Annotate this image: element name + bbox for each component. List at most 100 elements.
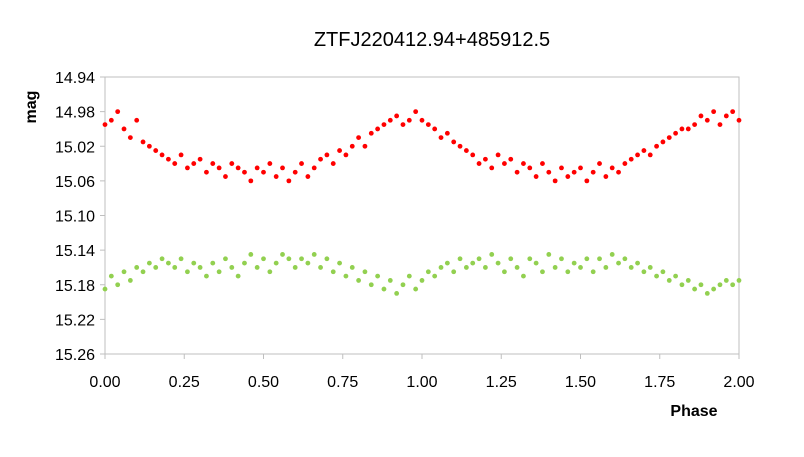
data-point — [381, 286, 387, 292]
data-point — [286, 178, 292, 184]
data-point — [305, 174, 311, 179]
data-point — [495, 260, 501, 266]
data-point — [413, 109, 419, 115]
data-point — [330, 161, 336, 166]
data-point — [343, 152, 349, 158]
data-point — [216, 269, 222, 275]
data-point — [413, 286, 419, 292]
data-point — [527, 165, 533, 171]
x-tick-label: 1.00 — [406, 374, 437, 391]
data-point — [508, 156, 514, 162]
data-point — [166, 260, 171, 266]
data-point — [571, 169, 577, 175]
data-point — [121, 126, 127, 132]
data-point — [533, 174, 539, 179]
x-tick-label: 1.75 — [644, 374, 675, 391]
data-point — [533, 260, 539, 266]
data-point — [692, 286, 698, 292]
data-point — [546, 169, 552, 175]
y-tick-label: 14.94 — [55, 70, 95, 87]
y-tick-label: 15.10 — [55, 209, 95, 226]
data-point — [273, 174, 279, 179]
data-point — [267, 161, 273, 166]
data-point — [368, 130, 374, 136]
data-point — [432, 273, 438, 279]
y-tick-label: 15.06 — [55, 174, 95, 191]
data-point — [711, 286, 717, 292]
data-point — [419, 117, 425, 123]
data-point — [425, 269, 431, 275]
data-point — [679, 126, 685, 132]
data-point — [159, 256, 165, 262]
data-point — [318, 156, 323, 162]
data-point — [603, 174, 609, 179]
data-point — [444, 260, 450, 266]
data-point — [565, 174, 571, 179]
data-point — [419, 278, 425, 283]
data-point — [337, 148, 342, 153]
data-point — [318, 265, 323, 270]
data-point — [514, 265, 520, 270]
data-point — [311, 165, 317, 171]
data-point — [698, 282, 704, 288]
data-point — [254, 265, 260, 270]
y-tick-label: 15.26 — [55, 347, 95, 364]
data-point — [292, 265, 298, 270]
data-point — [425, 122, 431, 128]
data-point — [223, 256, 228, 262]
data-point — [248, 178, 254, 184]
data-point — [514, 169, 520, 175]
data-point — [204, 169, 209, 175]
data-point — [470, 260, 476, 266]
data-point — [204, 273, 209, 279]
data-point — [153, 148, 159, 153]
data-point — [628, 265, 634, 270]
data-point — [730, 109, 736, 115]
data-point — [337, 260, 342, 266]
y-tick-label: 15.18 — [55, 278, 95, 295]
data-point — [597, 161, 602, 166]
data-point — [387, 278, 393, 283]
data-point — [622, 161, 628, 166]
data-point — [299, 161, 304, 166]
data-point — [489, 165, 495, 171]
data-point — [521, 273, 526, 279]
data-point — [457, 143, 463, 149]
data-point — [356, 278, 361, 283]
data-point — [641, 269, 647, 275]
data-point — [254, 165, 260, 171]
data-point — [578, 265, 583, 270]
y-axis-label: mag — [23, 91, 40, 124]
data-point — [692, 122, 698, 128]
data-point — [292, 169, 298, 175]
data-point — [140, 269, 146, 275]
data-point — [280, 165, 285, 171]
x-axis-label: Phase — [670, 403, 717, 420]
data-point — [362, 143, 368, 149]
data-point — [483, 156, 488, 162]
data-point — [108, 117, 114, 123]
data-point — [704, 117, 710, 123]
data-point — [685, 278, 691, 283]
data-point — [394, 291, 400, 296]
data-point — [666, 278, 672, 283]
series-1 — [102, 109, 742, 184]
data-point — [476, 161, 482, 166]
data-point — [673, 273, 678, 279]
data-point — [229, 161, 235, 166]
data-point — [305, 260, 311, 266]
data-point — [406, 273, 412, 279]
data-point — [400, 282, 406, 288]
data-point — [242, 169, 247, 175]
data-point — [647, 152, 653, 158]
data-point — [273, 260, 279, 266]
data-point — [394, 113, 400, 119]
data-point — [457, 256, 463, 262]
x-tick-label: 1.25 — [486, 374, 517, 391]
data-point — [527, 256, 533, 262]
data-point — [444, 130, 450, 136]
data-point — [375, 273, 381, 279]
data-point — [654, 273, 659, 279]
data-point — [666, 135, 672, 140]
data-point — [584, 256, 590, 262]
